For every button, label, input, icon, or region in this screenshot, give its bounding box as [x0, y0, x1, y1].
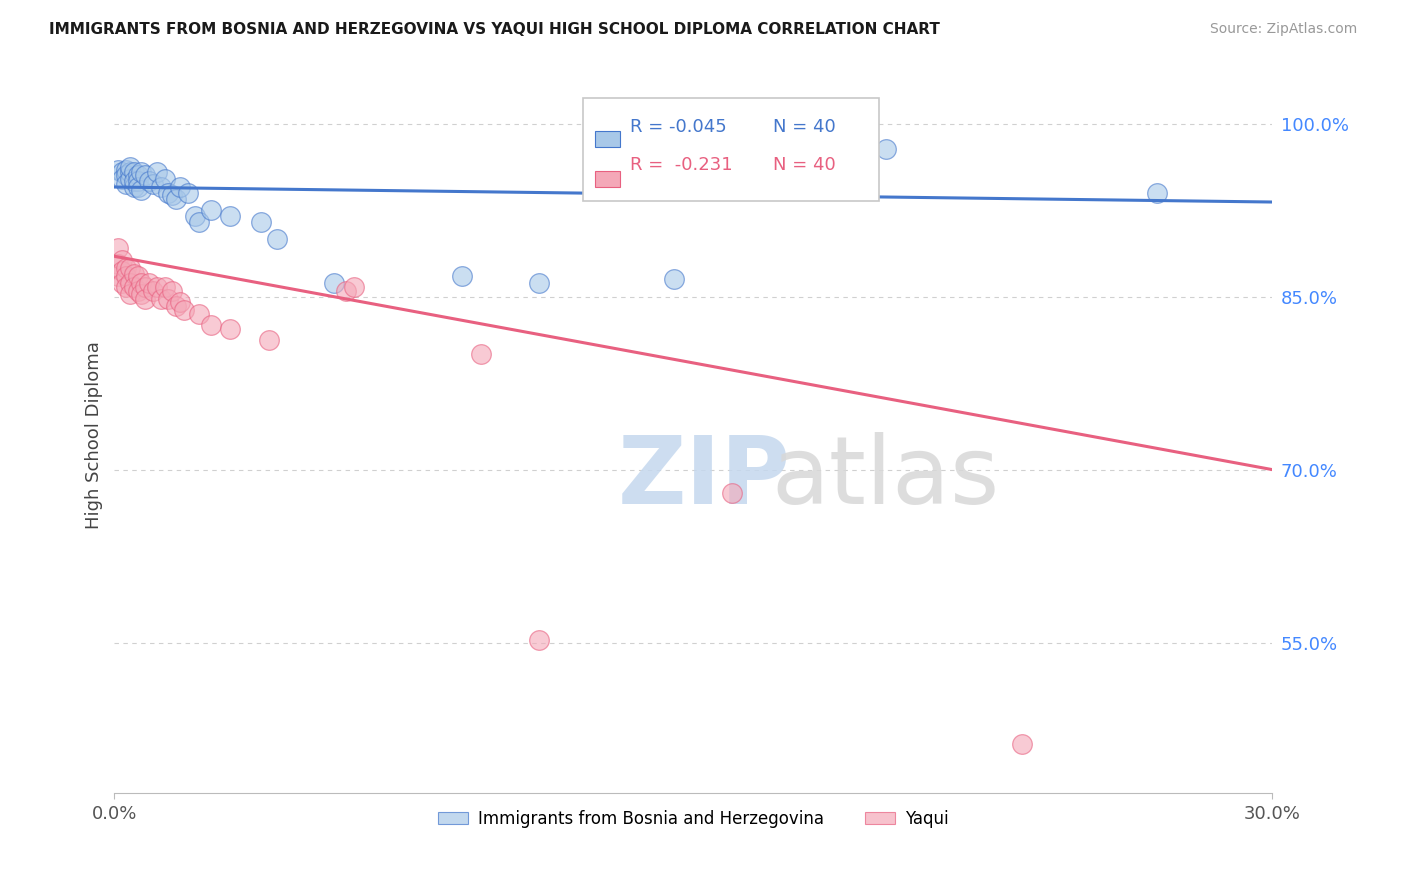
Point: [118, 161, 141, 175]
Text: N = 40: N = 40: [773, 118, 837, 136]
Point: [111, 264, 134, 278]
Point: [184, 209, 207, 223]
Point: [165, 299, 187, 313]
Point: [122, 174, 145, 188]
Point: [188, 214, 211, 228]
Point: [200, 203, 222, 218]
Point: [131, 276, 153, 290]
Point: [177, 186, 200, 200]
Point: [115, 260, 138, 275]
Legend: Immigrants from Bosnia and Herzegovina, Yaqui: Immigrants from Bosnia and Herzegovina, …: [432, 803, 956, 834]
Point: [250, 214, 273, 228]
Point: [165, 192, 187, 206]
Point: [875, 142, 897, 156]
Point: [257, 334, 280, 348]
Point: [134, 280, 156, 294]
Point: [118, 165, 141, 179]
Point: [200, 318, 222, 333]
Point: [127, 180, 149, 194]
Point: [142, 177, 165, 191]
Point: [219, 209, 242, 223]
Point: [149, 292, 172, 306]
Point: [127, 174, 149, 188]
Point: [173, 303, 195, 318]
Point: [527, 633, 550, 648]
Point: [115, 280, 138, 294]
Text: N = 40: N = 40: [773, 156, 837, 174]
Point: [157, 186, 180, 200]
Y-axis label: High School Diploma: High School Diploma: [86, 341, 103, 529]
Point: [343, 280, 366, 294]
Point: [122, 165, 145, 179]
Point: [323, 276, 346, 290]
Point: [153, 172, 176, 186]
Point: [335, 284, 357, 298]
Point: [662, 272, 685, 286]
Point: [107, 241, 129, 255]
Point: [118, 260, 141, 275]
Point: [266, 232, 288, 246]
Point: [470, 347, 492, 361]
Point: [134, 292, 156, 306]
Point: [162, 188, 184, 202]
Point: [118, 172, 141, 186]
Point: [118, 287, 141, 301]
Text: ZIP: ZIP: [619, 432, 792, 524]
Point: [127, 268, 149, 283]
Point: [111, 276, 134, 290]
Point: [134, 169, 156, 183]
Point: [146, 165, 169, 179]
Text: atlas: atlas: [770, 432, 1000, 524]
Point: [127, 169, 149, 183]
Point: [115, 177, 138, 191]
Point: [169, 180, 191, 194]
Point: [1146, 186, 1168, 200]
Point: [157, 292, 180, 306]
Point: [169, 295, 191, 310]
Point: [138, 174, 160, 188]
Point: [721, 485, 744, 500]
Point: [131, 287, 153, 301]
Point: [527, 276, 550, 290]
Point: [153, 280, 176, 294]
Point: [219, 322, 242, 336]
Point: [118, 276, 141, 290]
Text: Source: ZipAtlas.com: Source: ZipAtlas.com: [1209, 22, 1357, 37]
Text: IMMIGRANTS FROM BOSNIA AND HERZEGOVINA VS YAQUI HIGH SCHOOL DIPLOMA CORRELATION : IMMIGRANTS FROM BOSNIA AND HERZEGOVINA V…: [49, 22, 941, 37]
Point: [107, 162, 129, 177]
Point: [111, 165, 134, 179]
Point: [115, 162, 138, 177]
Point: [162, 284, 184, 298]
Point: [188, 307, 211, 321]
Point: [127, 284, 149, 298]
Point: [122, 180, 145, 194]
Point: [107, 257, 129, 271]
Point: [111, 252, 134, 267]
Point: [131, 184, 153, 198]
Point: [115, 268, 138, 283]
Point: [450, 268, 472, 283]
Point: [107, 268, 129, 283]
Point: [149, 180, 172, 194]
Point: [131, 165, 153, 179]
Point: [115, 169, 138, 183]
Point: [138, 276, 160, 290]
Point: [1011, 737, 1033, 751]
Point: [111, 172, 134, 186]
Point: [122, 280, 145, 294]
Point: [122, 267, 145, 281]
Point: [146, 280, 169, 294]
Text: R = -0.045: R = -0.045: [630, 118, 727, 136]
Text: R =  -0.231: R = -0.231: [630, 156, 733, 174]
Point: [142, 284, 165, 298]
